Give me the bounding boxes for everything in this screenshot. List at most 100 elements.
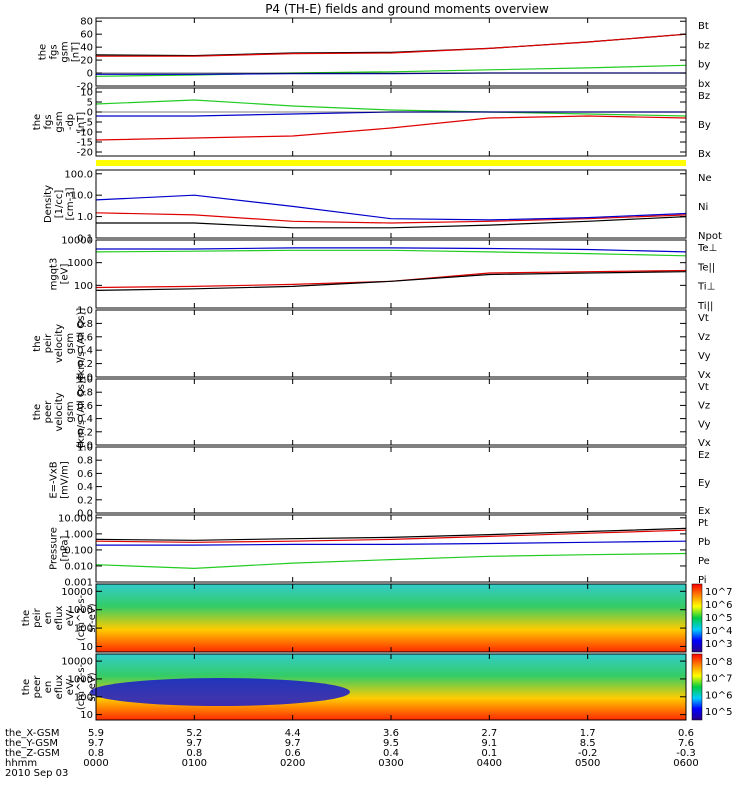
colorbar — [691, 583, 703, 653]
ephemeris-value: -0.3 — [676, 748, 696, 759]
panel-peir_spec: 10^3 10^4 10^5 10^6 10^7 10 100 1000 10000 the pei… — [21, 583, 732, 653]
y-tick-label: -15 — [77, 138, 93, 149]
panel-frame — [95, 87, 687, 157]
y-axis-label: [nT] — [76, 112, 87, 132]
y-tick-label: 0.2 — [77, 359, 93, 370]
y-tick-label: 0.1 — [77, 234, 93, 245]
y-axis-label: peer — [32, 675, 43, 699]
y-axis-label: [km/s (All Qs)] — [76, 376, 87, 448]
y-tick-label: 1000 — [68, 258, 93, 269]
legend-entry: Vz — [698, 332, 710, 343]
y-tick-label: 20 — [80, 56, 93, 67]
series-line-Ti|| — [95, 249, 687, 257]
ephemeris-value: 8.5 — [580, 738, 596, 749]
y-axis-label: (cm^2-s- — [76, 594, 87, 641]
panel-peir_velocity: Vt Vz Vy Vx 0.0 0.2 0.4 0.6 0.8 1.0 the peir velocit… — [32, 306, 711, 384]
y-tick-label: -10 — [77, 128, 93, 139]
legend-entry: Vt — [698, 382, 709, 393]
legend-entry: by — [698, 60, 710, 71]
spectrogram-low-flux-region — [90, 678, 350, 706]
y-axis-label: eV/ — [65, 678, 76, 695]
series-line-Ti⊥ — [96, 247, 687, 253]
series-line-Ne — [95, 212, 687, 224]
ephemeris-row-label: the_Y-GSM — [5, 738, 58, 749]
y-axis-label: the — [32, 335, 43, 351]
legend-entry: Vt — [698, 313, 709, 324]
legend-entry: Ey — [698, 478, 710, 489]
ephemeris-row-label: 2010 Sep 03 — [5, 768, 68, 779]
panel-frame — [95, 378, 687, 446]
y-tick-label: 60 — [80, 30, 93, 41]
y-tick-label: 0.6 — [77, 469, 93, 480]
colorbar-tick-label: 10^7 — [705, 674, 732, 685]
legend-entry: Te|| — [697, 262, 715, 273]
legend-entry: bz — [698, 40, 710, 51]
legend-entry: By — [698, 120, 711, 131]
ephemeris-value: 9.7 — [88, 738, 104, 749]
y-axis-label: (cm^2-s- — [76, 663, 87, 710]
y-axis-label: the — [21, 679, 32, 695]
legend-entry: Ne — [698, 173, 712, 184]
y-tick-label: 10000 — [61, 587, 93, 598]
panel-efield: Ez Ey Ex 0.0 0.2 0.4 0.6 0.8 1.0 E=-VxB [mV/m] — [49, 443, 711, 520]
panel-peer_velocity: Vt Vz Vy Vx 0.0 0.2 0.4 0.6 0.8 1.0 the peer velocit… — [32, 375, 711, 452]
series-line-Npot — [95, 194, 687, 221]
colorbar-tick-label: 10^5 — [705, 707, 732, 718]
y-tick-label: -5 — [83, 118, 93, 129]
y-tick-label: 1.0 — [77, 212, 93, 223]
legend-entry: Vz — [698, 401, 710, 412]
y-axis-label: gsm — [60, 41, 71, 62]
y-axis-label: Density — [43, 185, 54, 223]
series-line-Bt — [95, 33, 687, 57]
series-line-Pb — [95, 529, 687, 543]
y-tick-label: -20 — [77, 82, 93, 93]
ephemeris-value: 1.7 — [580, 728, 596, 739]
y-tick-label: 0.6 — [77, 401, 93, 412]
y-tick-label: 0.001 — [64, 578, 93, 589]
ephemeris-value: 0400 — [477, 758, 502, 769]
y-tick-label: 0.4 — [77, 482, 93, 493]
y-tick-label: 0.0 — [77, 373, 93, 384]
spectrogram-image — [96, 584, 686, 652]
y-axis-label: en — [43, 612, 54, 625]
y-axis-label: the — [32, 114, 43, 130]
y-tick-label: 0.2 — [77, 427, 93, 438]
series-line-by — [95, 64, 687, 77]
ephemeris-value: 0100 — [182, 758, 207, 769]
series-line-Pi — [96, 540, 687, 546]
colorbar-tick-label: 10^5 — [705, 613, 732, 624]
y-axis-label: peir — [32, 607, 43, 627]
y-tick-label: 0.8 — [77, 319, 93, 330]
y-axis-label: [km/s (All Qs)] — [76, 308, 87, 380]
series-line-By — [95, 99, 687, 117]
y-tick-label: 0.8 — [77, 456, 93, 467]
ephemeris-value: 7.6 — [678, 738, 694, 749]
colorbar-tick-label: 10^3 — [705, 639, 732, 650]
y-axis-label: mgqt3 — [49, 258, 60, 291]
y-axis-label: gsm — [65, 333, 76, 354]
y-tick-label: 10000 — [61, 236, 93, 247]
ephemeris-value: 9.1 — [481, 738, 497, 749]
y-axis-label: eV/ — [65, 609, 76, 626]
y-tick-label: 0.0 — [77, 441, 93, 452]
y-tick-label: 100 — [74, 281, 93, 292]
legend-entry: Vx — [698, 438, 711, 449]
legend-entry: Te⊥ — [697, 243, 717, 254]
ephemeris-value: 0.1 — [481, 748, 497, 759]
colorbar-tick-label: 10^6 — [705, 600, 732, 611]
series-line-Pt — [95, 527, 687, 541]
ephemeris-value: 9.7 — [285, 738, 301, 749]
series-line-bz — [96, 33, 687, 57]
ephemeris-value: -0.2 — [578, 748, 598, 759]
legend-entry: Bt — [698, 21, 709, 32]
y-axis-label: Pressure — [49, 527, 60, 570]
colorbar-tick-label: 10^6 — [705, 690, 732, 701]
y-tick-label: 0 — [87, 69, 93, 80]
y-axis-label: velocity — [54, 392, 65, 431]
ephemeris-value: 9.5 — [383, 738, 399, 749]
y-axis-label: [1/cc] — [54, 190, 65, 219]
y-tick-label: 1.0 — [77, 375, 93, 386]
y-tick-label: 0.010 — [64, 561, 93, 572]
